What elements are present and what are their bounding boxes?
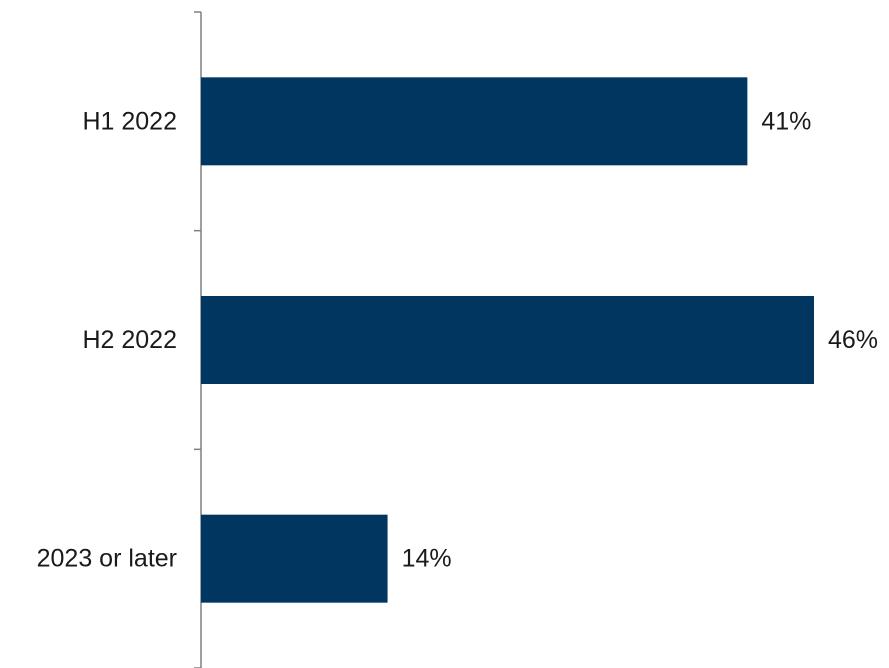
bar-2023-or-later (201, 514, 388, 603)
data-label: 46% (828, 326, 878, 354)
bar-h2-2022 (201, 296, 814, 384)
bar-h1-2022 (201, 77, 748, 166)
category-label: 2023 or later (37, 545, 177, 573)
category-label: H2 2022 (82, 326, 177, 354)
data-label: 41% (761, 107, 811, 135)
category-axis (194, 11, 202, 668)
labels: H1 2022 41% H2 2022 46% 2023 or later 14% (37, 107, 878, 572)
data-label: 14% (402, 545, 452, 573)
bar-series (201, 77, 814, 603)
category-label: H1 2022 (82, 107, 177, 135)
